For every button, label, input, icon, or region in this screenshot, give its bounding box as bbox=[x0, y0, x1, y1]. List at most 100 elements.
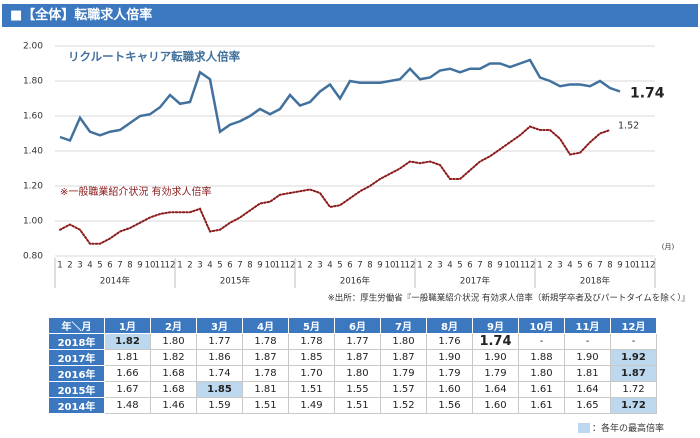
table-cell: 1.46 bbox=[150, 397, 197, 414]
x-tick-label: 4 bbox=[567, 261, 572, 271]
series-label: リクルートキャリア転職求人倍率 bbox=[68, 50, 241, 64]
table-cell: 1.49 bbox=[288, 397, 335, 414]
x-tick-label: 12 bbox=[645, 261, 656, 271]
table-cell: 1.90 bbox=[426, 349, 473, 366]
table-cell: 1月 bbox=[104, 317, 151, 334]
table-cell: 1.78 bbox=[242, 365, 289, 382]
x-tick-label: 5 bbox=[577, 261, 582, 271]
table-cell: 1.82 bbox=[150, 349, 197, 366]
x-tick-label: 6 bbox=[107, 261, 112, 271]
table-cell: 1.90 bbox=[564, 349, 611, 366]
series-line bbox=[59, 125, 611, 245]
table-cell: 1.67 bbox=[104, 381, 151, 398]
x-tick-label: 6 bbox=[227, 261, 232, 271]
x-tick-label: 12 bbox=[525, 261, 536, 271]
y-tick-label: 1.20 bbox=[23, 182, 43, 192]
table-cell: 2017年 bbox=[48, 349, 105, 366]
x-tick-label: 3 bbox=[197, 261, 202, 271]
x-tick-label: 6 bbox=[467, 261, 472, 271]
table-cell: 1.65 bbox=[564, 397, 611, 414]
x-tick-label: 2 bbox=[307, 261, 312, 271]
table-legend: ：各年の最高倍率 bbox=[578, 421, 664, 434]
header-row: 年＼月 1月 2月 3月 4月 5月 6月 7月 8月 9月 10月 11月 12月 bbox=[48, 317, 657, 334]
table-row: 2018年 1.82 1.80 1.77 1.78 1.78 1.77 1.80 1.76 1.7… bbox=[48, 333, 657, 350]
table-row: 2017年 1.81 1.82 1.86 1.87 1.85 1.87 1.87 1.90 1.9… bbox=[48, 349, 657, 366]
x-tick-label: 9 bbox=[497, 261, 502, 271]
table-cell: 1.82 bbox=[104, 333, 151, 350]
table-cell: 1.79 bbox=[472, 365, 519, 382]
table-row: 2015年 1.67 1.68 1.85 1.81 1.51 1.55 1.57 1.60 1.6… bbox=[48, 381, 657, 398]
x-tick-label: 5 bbox=[457, 261, 462, 271]
table-cell: 2015年 bbox=[48, 381, 105, 398]
table-cell: 1.66 bbox=[104, 365, 151, 382]
x-tick-label: 8 bbox=[487, 261, 492, 271]
value-label: 1.52 bbox=[618, 121, 639, 132]
x-tick-label: 4 bbox=[447, 261, 452, 271]
x-tick-label: 12 bbox=[165, 261, 176, 271]
value-label: 1.74 bbox=[630, 86, 665, 102]
x-tick-label: 7 bbox=[237, 261, 242, 271]
year-label: 2018年 bbox=[580, 276, 611, 287]
x-tick-label: 5 bbox=[337, 261, 342, 271]
x-tick-label: 9 bbox=[257, 261, 262, 271]
table-cell: 9月 bbox=[472, 317, 519, 334]
table-cell: 1.87 bbox=[334, 349, 381, 366]
table-cell: 1.88 bbox=[518, 349, 565, 366]
x-tick-label: 3 bbox=[77, 261, 82, 271]
table-cell: 1.80 bbox=[380, 333, 427, 350]
year-label: 2015年 bbox=[220, 276, 251, 287]
table-cell: 1.80 bbox=[150, 333, 197, 350]
x-tick-label: 10 bbox=[145, 261, 156, 271]
table-cell: 2016年 bbox=[48, 365, 105, 382]
legend-text: ：各年の最高倍率 bbox=[592, 424, 665, 434]
y-tick-label: 0.80 bbox=[23, 252, 43, 262]
x-tick-label: 3 bbox=[557, 261, 562, 271]
x-tick-label: 1 bbox=[297, 261, 302, 271]
x-tick-label: 4 bbox=[87, 261, 92, 271]
x-tick-label: 11 bbox=[515, 261, 526, 271]
x-tick-label: 11 bbox=[395, 261, 406, 271]
table-cell: 10月 bbox=[518, 317, 565, 334]
x-tick-label: 12 bbox=[405, 261, 416, 271]
header-title: ■【全体】転職求人倍率 bbox=[2, 4, 698, 27]
year-label: 2017年 bbox=[460, 276, 491, 287]
year-label: 2016年 bbox=[340, 276, 371, 287]
table-cell: 1.81 bbox=[564, 365, 611, 382]
table-cell: 1.61 bbox=[518, 397, 565, 414]
x-tick-label: 11 bbox=[275, 261, 286, 271]
table-row: 2016年 1.66 1.68 1.74 1.78 1.70 1.80 1.79 1.79 1.7… bbox=[48, 365, 657, 382]
data-table: 年＼月 1月 2月 3月 4月 5月 6月 7月 8月 9月 10月 11月 12月 2018年 1.82 1… bbox=[48, 317, 657, 414]
x-tick-label: 7 bbox=[597, 261, 602, 271]
x-tick-label: 8 bbox=[367, 261, 372, 271]
table-cell: 1.51 bbox=[334, 397, 381, 414]
table-cell: 1.86 bbox=[196, 349, 243, 366]
table-cell: 1.77 bbox=[334, 333, 381, 350]
y-tick-label: 1.60 bbox=[23, 112, 43, 122]
table-cell: 8月 bbox=[426, 317, 473, 334]
legend-swatch bbox=[578, 422, 590, 433]
table-cell: 2月 bbox=[150, 317, 197, 334]
table-cell: 12月 bbox=[610, 317, 657, 334]
table-cell: 1.81 bbox=[242, 381, 289, 398]
x-tick-label: 6 bbox=[347, 261, 352, 271]
table-cell: 1.64 bbox=[564, 381, 611, 398]
table-cell: 1.87 bbox=[242, 349, 289, 366]
table-cell: - bbox=[518, 333, 565, 350]
table-cell: 2018年 bbox=[48, 333, 105, 350]
y-tick-label: 2.00 bbox=[23, 42, 43, 52]
x-tick-label: 2 bbox=[547, 261, 552, 271]
source-note: ※出所：厚生労働省『一般職業紹介状況 有効求人倍率（新規学卒者及びパートタイムを… bbox=[328, 293, 690, 304]
y-tick-label: 1.00 bbox=[23, 217, 43, 227]
x-tick-label: 1 bbox=[537, 261, 542, 271]
table-cell: 1.90 bbox=[472, 349, 519, 366]
x-tick-label: 7 bbox=[477, 261, 482, 271]
table-cell: 2014年 bbox=[48, 397, 105, 414]
table-cell: 3月 bbox=[196, 317, 243, 334]
table-cell: 1.70 bbox=[288, 365, 335, 382]
x-tick-label: 10 bbox=[625, 261, 636, 271]
table-cell: 1.81 bbox=[104, 349, 151, 366]
x-tick-label: 1 bbox=[417, 261, 422, 271]
x-tick-label: 7 bbox=[357, 261, 362, 271]
table-cell: 1.77 bbox=[196, 333, 243, 350]
table-cell: - bbox=[610, 333, 657, 350]
